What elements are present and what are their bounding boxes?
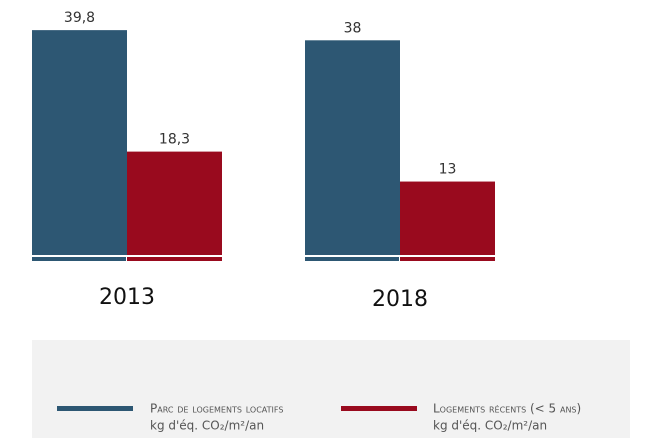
bar-base-strip: [32, 257, 126, 261]
value-label: 38: [344, 20, 362, 36]
value-label: 18,3: [159, 132, 190, 148]
legend-unit: kg d'éq. CO₂/m²/an: [150, 419, 264, 433]
bar-base-strip: [400, 257, 495, 261]
x-tick-label: 2018: [372, 287, 428, 312]
bar-base-strip: [305, 257, 399, 261]
legend-unit: kg d'éq. CO₂/m²/an: [433, 419, 547, 433]
legend-label: Logements récents (< 5 ans): [433, 402, 581, 416]
value-label: 39,8: [64, 10, 95, 26]
legend-swatch: [57, 406, 133, 411]
value-label: 13: [439, 162, 457, 178]
x-tick-label: 2013: [99, 285, 155, 310]
bar: [400, 181, 495, 255]
bar: [32, 30, 127, 255]
legend-swatch: [341, 406, 417, 411]
legend-label: Parc de logements locatifs: [150, 402, 283, 416]
bar: [127, 151, 222, 255]
bar-base-strip: [127, 257, 222, 261]
legend-background: [32, 340, 630, 438]
bar: [305, 40, 400, 255]
